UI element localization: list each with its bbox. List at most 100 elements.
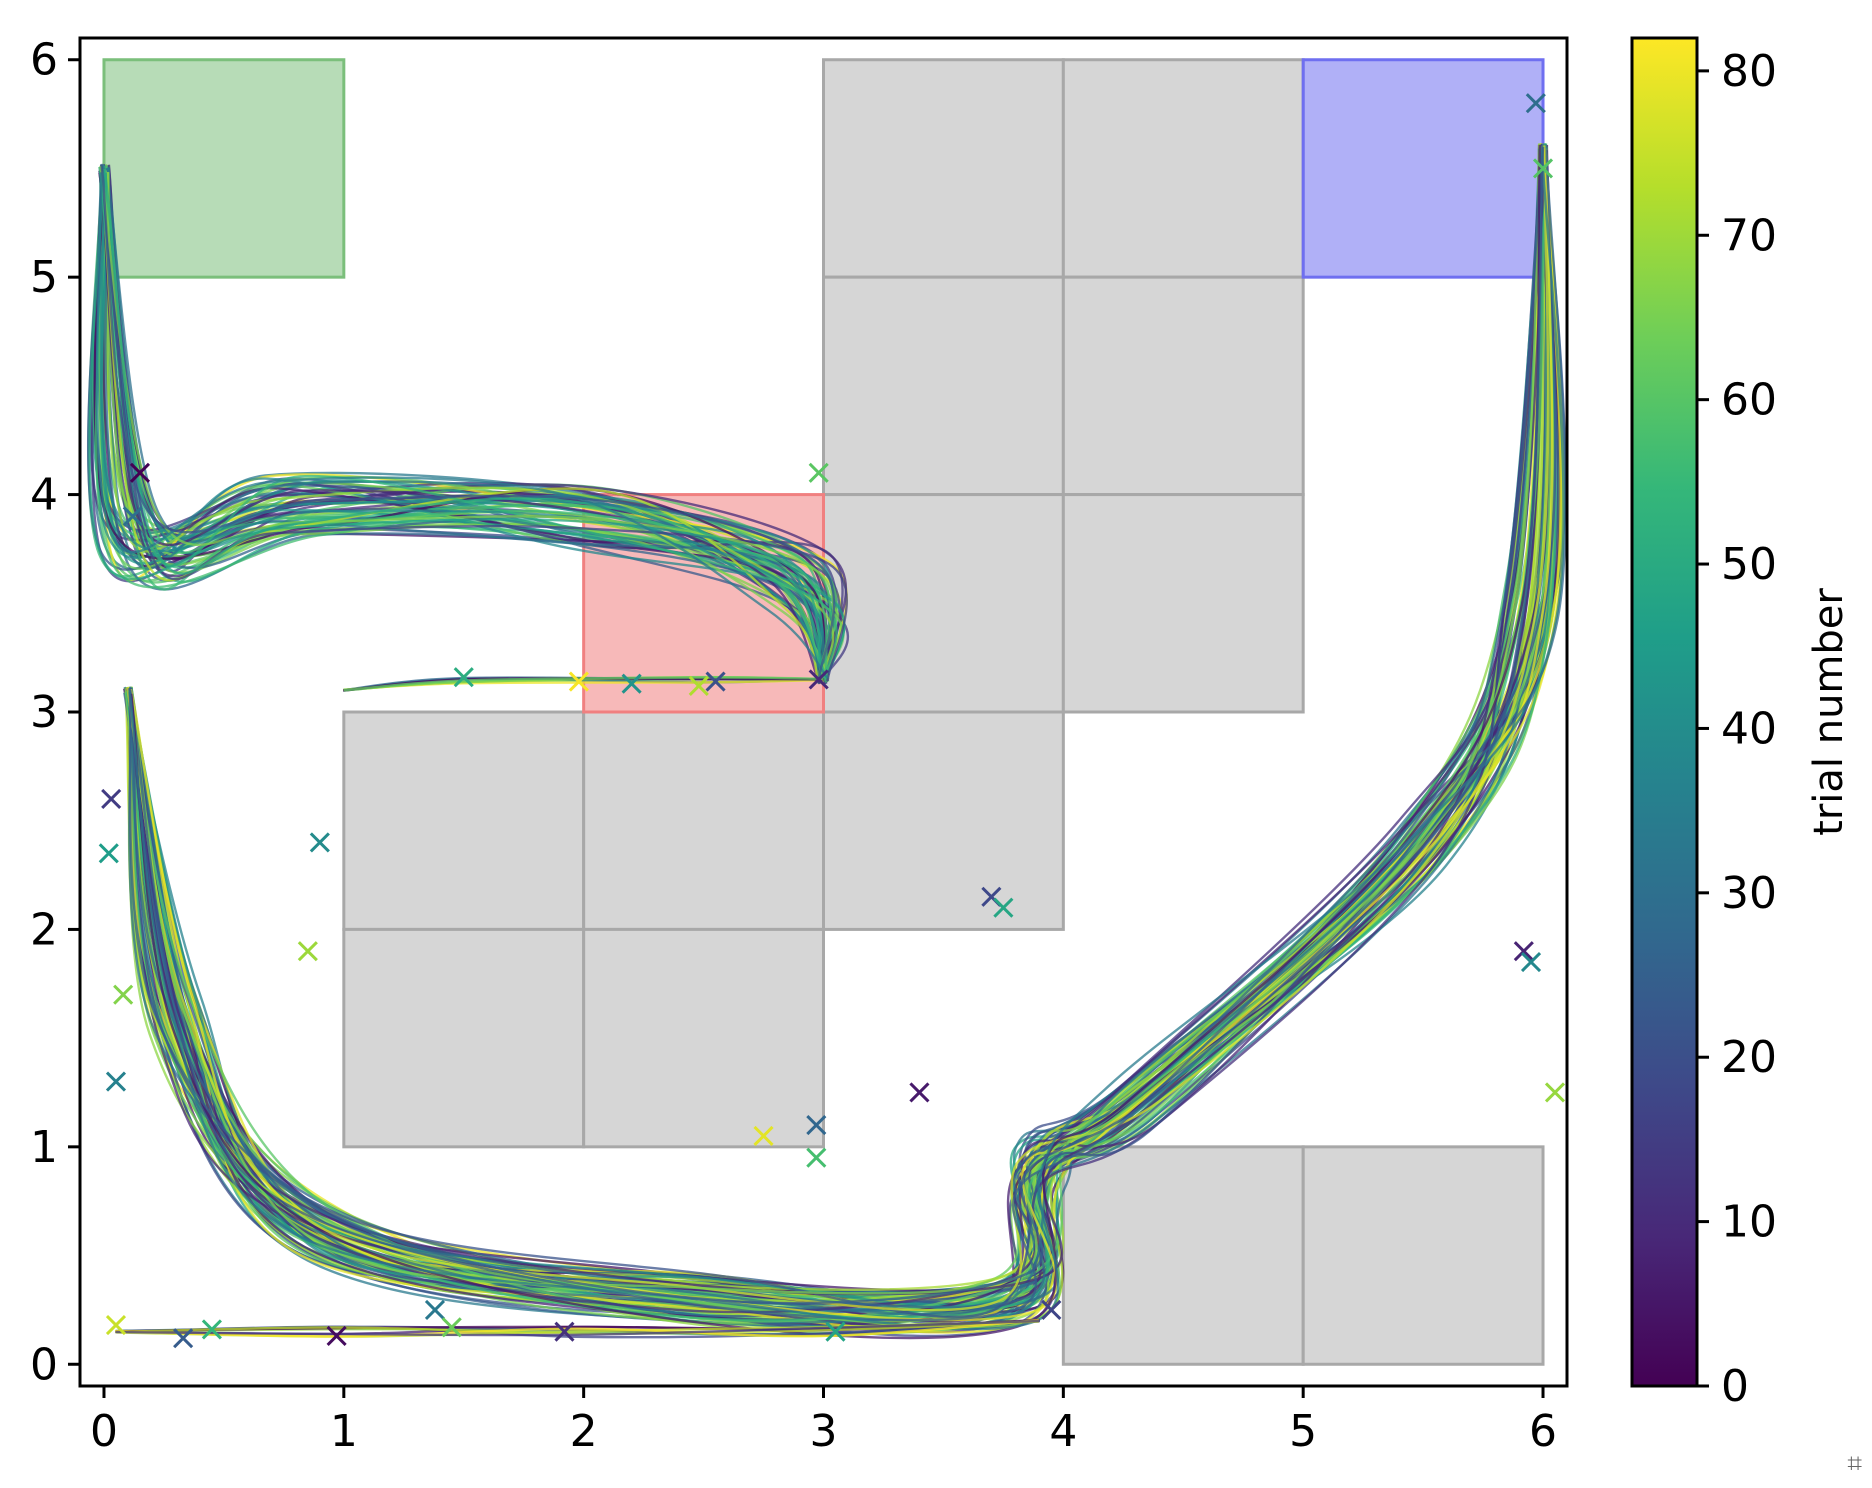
trajectory-line	[100, 163, 836, 680]
trajectory-line	[100, 172, 820, 682]
obstacle-cell	[1061, 275, 1305, 497]
endpoint-marker	[105, 1071, 127, 1092]
x-tick-label: 6	[1529, 1406, 1557, 1457]
colorbar: 0 10 20 30 40 50 60 70 80 trial number	[1630, 36, 1852, 1412]
endpoint-marker	[98, 843, 119, 864]
endpoint-marker	[101, 788, 122, 810]
trajectory-line	[125, 147, 1546, 1312]
trajectory-line	[115, 1320, 1039, 1335]
colorbar-tick-label: 20	[1721, 1032, 1777, 1083]
obstacle-cell	[822, 275, 1065, 497]
endpoint-marker	[1532, 158, 1554, 179]
endpoint-marker	[825, 1321, 846, 1342]
trajectory-line	[125, 143, 1557, 1319]
colorbar-tick-label: 70	[1721, 210, 1777, 261]
endpoint-marker	[808, 462, 829, 483]
endpoint-marker	[129, 462, 151, 483]
endpoint-marker	[753, 1125, 774, 1147]
endpoint-marker	[705, 671, 726, 692]
y-tick-label: 4	[30, 470, 58, 521]
trajectory-line	[130, 143, 1548, 1322]
endpoint-marker	[621, 673, 642, 694]
obstacle-cell	[822, 58, 1065, 279]
y-tick-label: 5	[30, 252, 58, 303]
x-tick-label: 4	[1049, 1406, 1077, 1457]
trajectory-line	[115, 1319, 1040, 1337]
colorbar-tick-label: 10	[1721, 1197, 1777, 1248]
axes-layer: 0 1 2 3 4 5 6 0 1 2 3 4 5 6	[30, 35, 1569, 1457]
text-select-icon: ⌗	[1847, 1449, 1862, 1479]
endpoint-marker	[441, 1317, 462, 1338]
endpoint-marker	[993, 897, 1014, 918]
start-region	[102, 58, 346, 279]
endpoint-marker	[1525, 93, 1546, 114]
x-tick-label: 3	[810, 1406, 838, 1457]
trajectory-line	[128, 146, 1545, 1305]
endpoint-marker	[1544, 1082, 1566, 1103]
endpoint-marker	[688, 675, 709, 696]
colorbar-tick-label: 60	[1721, 375, 1777, 426]
endpoint-marker	[105, 1315, 127, 1336]
obstacle-cell	[1061, 1145, 1305, 1366]
trajectory-line	[127, 146, 1542, 1295]
endpoint-marker	[309, 832, 330, 853]
endpoint-marker	[453, 667, 474, 688]
colorbar-tick-label: 0	[1721, 1361, 1749, 1412]
colorbar-label: trial number	[1806, 588, 1852, 836]
colorbar-tick-label: 30	[1721, 868, 1777, 919]
endpoint-marker	[297, 941, 318, 962]
endpoint-marker	[201, 1319, 222, 1340]
obstacle-cell	[1301, 1145, 1545, 1366]
trajectory-line	[115, 1319, 1039, 1338]
colorbar-tick-label: 50	[1721, 539, 1777, 590]
y-tick-label: 0	[30, 1339, 58, 1390]
obstacle-cell	[822, 710, 1065, 931]
endpoint-marker	[808, 669, 829, 690]
endpoint-marker	[1041, 1299, 1062, 1320]
endpoint-marker	[326, 1325, 347, 1347]
endpoint-marker	[173, 1328, 194, 1349]
endpoint-marker	[122, 506, 143, 527]
y-tick-label: 2	[30, 904, 58, 955]
obstacle-cell	[822, 493, 1065, 714]
trajectory-line	[125, 145, 1550, 1312]
obstacle-cell	[582, 710, 826, 931]
endpoint-marker	[1513, 941, 1534, 962]
y-tick-label: 1	[30, 1122, 58, 1173]
colorbar-tick-label: 40	[1721, 703, 1777, 754]
trajectory-line	[127, 150, 1548, 1296]
colorbar-gradient	[1630, 36, 1699, 1388]
x-tick-label: 0	[90, 1406, 118, 1457]
obstacle-cell	[1061, 493, 1305, 714]
x-tick-label: 1	[330, 1406, 358, 1457]
endpoint-marker	[1520, 951, 1542, 973]
goal-region	[1301, 58, 1545, 279]
x-tick-label: 2	[570, 1406, 598, 1457]
endpoint-marker	[806, 1147, 827, 1168]
x-tick-label: 5	[1289, 1406, 1317, 1457]
endpoint-marker	[568, 671, 589, 692]
obstacle-cell	[1061, 58, 1305, 279]
trajectory-line	[99, 165, 835, 679]
colorbar-tick-label: 80	[1721, 46, 1777, 97]
trajectory-line	[107, 164, 848, 676]
obstacle-cell	[582, 927, 826, 1149]
trajectory-line	[128, 149, 1565, 1331]
obstacle-cell	[342, 927, 586, 1149]
trajectory-line	[126, 148, 1562, 1326]
trajectory-line	[88, 172, 823, 679]
trajectory-line	[103, 169, 827, 677]
endpoint-marker	[554, 1321, 575, 1342]
endpoint-marker	[909, 1082, 930, 1103]
y-tick-label: 3	[30, 687, 58, 738]
trajectory-line	[95, 172, 829, 679]
endpoint-marker	[424, 1299, 446, 1320]
endpoint-markers-layer	[98, 93, 1566, 1349]
endpoint-marker	[806, 1115, 827, 1136]
y-tick-label: 6	[30, 35, 58, 86]
trajectory-line	[105, 167, 823, 678]
regions-layer	[102, 58, 1545, 1366]
trajectory-layer	[86, 143, 1567, 1340]
obstacle-cell	[342, 710, 586, 931]
